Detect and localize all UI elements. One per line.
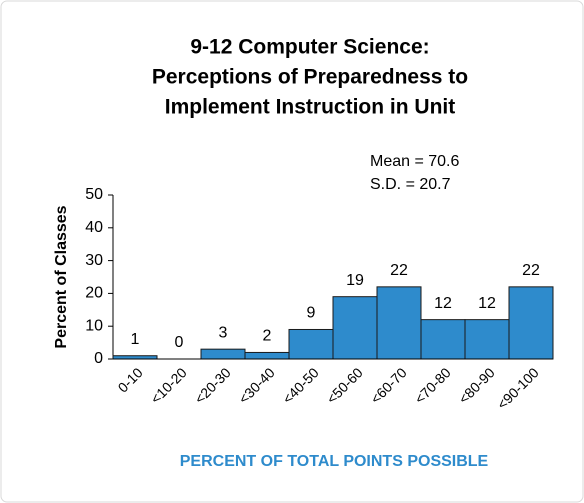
data-label: 12 [478, 295, 496, 312]
data-label: 3 [219, 324, 228, 341]
chart-title: Perceptions of Preparedness to [152, 66, 468, 89]
data-label: 19 [346, 272, 364, 289]
chart-title: Implement Instruction in Unit [165, 96, 456, 119]
data-label: 9 [307, 305, 316, 322]
annotation: S.D. = 20.7 [370, 176, 451, 193]
y-tick-label: 40 [85, 219, 103, 236]
chart-title: 9-12 Computer Science: [190, 36, 429, 59]
y-tick-label: 0 [94, 350, 103, 367]
x-axis-label: PERCENT OF TOTAL POINTS POSSIBLE [180, 453, 489, 470]
bar [332, 296, 378, 360]
data-label: 0 [175, 334, 184, 351]
data-label: 1 [131, 331, 140, 348]
y-axis-label: Percent of Classes [53, 205, 70, 348]
bar [288, 328, 334, 360]
bar [464, 319, 510, 360]
data-label: 22 [390, 262, 408, 279]
y-tick-label: 20 [85, 285, 103, 302]
annotation: Mean = 70.6 [370, 153, 460, 170]
data-label: 22 [522, 262, 540, 279]
bar [376, 286, 422, 360]
data-label: 12 [434, 295, 452, 312]
bar [244, 351, 290, 360]
y-tick-label: 50 [85, 186, 103, 203]
y-tick-label: 10 [85, 317, 103, 334]
bar [200, 348, 246, 360]
bar [508, 286, 554, 360]
data-label: 2 [263, 328, 272, 345]
bar [420, 319, 466, 360]
y-tick-label: 30 [85, 252, 103, 269]
